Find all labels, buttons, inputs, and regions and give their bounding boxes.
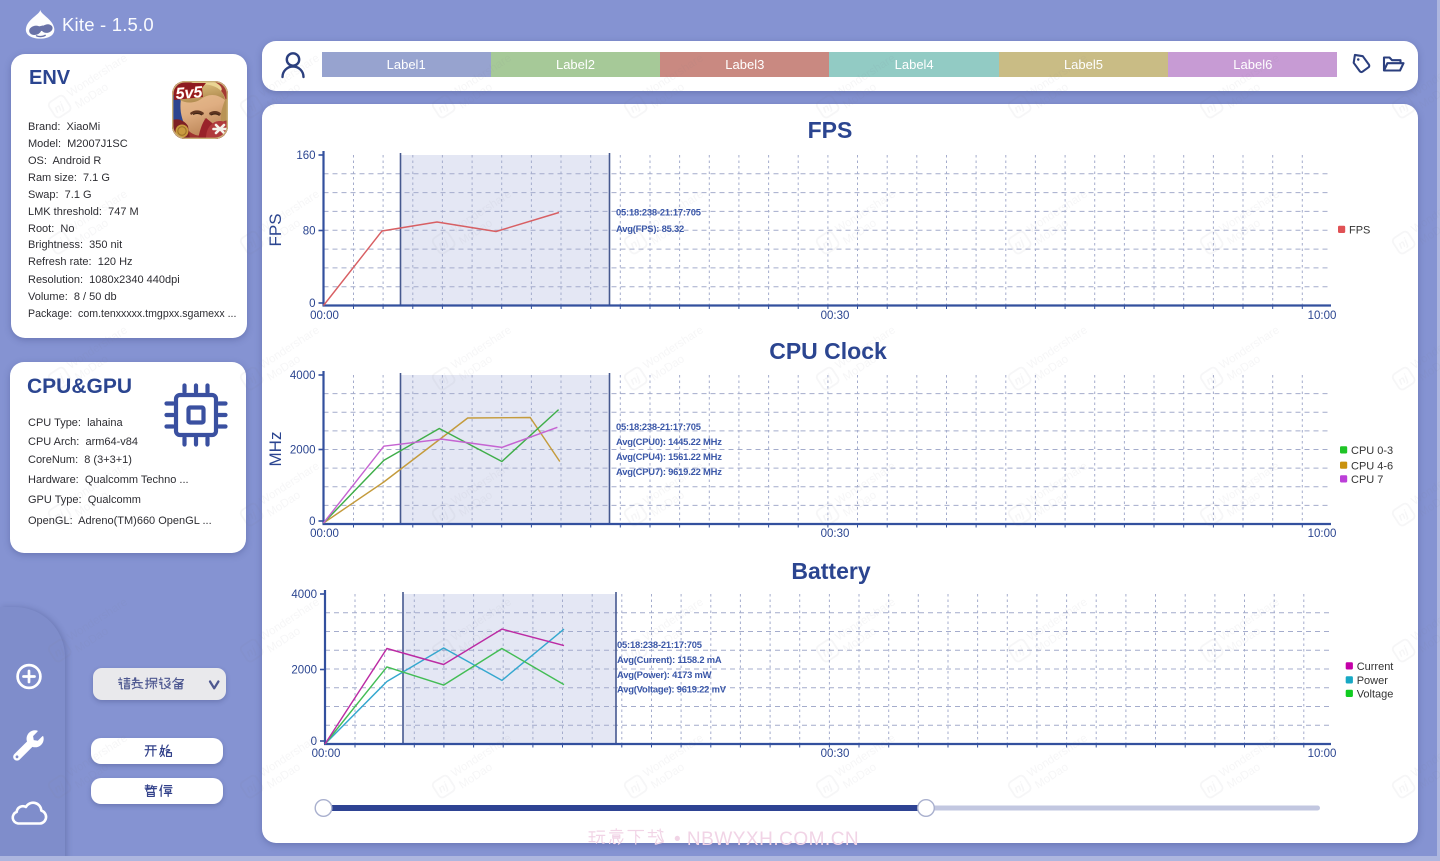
svg-text:05:18:238-21:17:705: 05:18:238-21:17:705: [616, 421, 701, 432]
svg-text:4000: 4000: [291, 589, 317, 601]
svg-text:0: 0: [309, 516, 315, 528]
svg-text:2000: 2000: [290, 445, 316, 457]
svg-text:Avg(CPU7): 9619.22 MHz: Avg(CPU7): 9619.22 MHz: [616, 466, 722, 477]
svg-text:Avg(Voltage): 9619.22 mV: Avg(Voltage): 9619.22 mV: [617, 684, 727, 695]
svg-text:FPS: FPS: [266, 213, 285, 246]
svg-text:00:00: 00:00: [312, 748, 341, 760]
svg-text:05:18:238-21:17:705: 05:18:238-21:17:705: [616, 207, 701, 218]
svg-text:0: 0: [311, 736, 317, 748]
svg-text:00:30: 00:30: [821, 528, 850, 540]
svg-text:2000: 2000: [291, 665, 317, 677]
svg-text:80: 80: [303, 226, 316, 238]
svg-text:Avg(Current): 1158.2 mA: Avg(Current): 1158.2 mA: [617, 654, 722, 665]
svg-text:5v5: 5v5: [175, 84, 204, 103]
svg-text:Current: Current: [1357, 661, 1394, 673]
svg-text:CPU 4-6: CPU 4-6: [1351, 460, 1393, 472]
svg-text:4000: 4000: [290, 370, 316, 382]
svg-text:160: 160: [296, 150, 315, 162]
svg-text:CPU 0-3: CPU 0-3: [1351, 445, 1393, 457]
svg-text:Voltage: Voltage: [1357, 689, 1394, 701]
svg-text:10:00: 10:00: [1308, 528, 1337, 540]
svg-text:0: 0: [309, 298, 315, 310]
svg-text:Avg(CPU0): 1445.22 MHz: Avg(CPU0): 1445.22 MHz: [616, 436, 722, 447]
svg-text:Avg(Power): 4173 mW: Avg(Power): 4173 mW: [617, 669, 712, 680]
svg-text:CPU 7: CPU 7: [1351, 474, 1383, 486]
svg-text:Avg(FPS): 85.32: Avg(FPS): 85.32: [616, 223, 684, 234]
svg-text:Avg(CPU4): 1561.22 MHz: Avg(CPU4): 1561.22 MHz: [616, 451, 722, 462]
svg-text:00:30: 00:30: [821, 310, 850, 322]
svg-text:05:18:238-21:17:705: 05:18:238-21:17:705: [617, 639, 702, 650]
svg-text:Power: Power: [1357, 675, 1389, 687]
svg-text:00:30: 00:30: [821, 748, 850, 760]
svg-text:10:00: 10:00: [1308, 310, 1337, 322]
svg-text:10:00: 10:00: [1308, 748, 1337, 760]
svg-text:00:00: 00:00: [310, 310, 339, 322]
svg-text:MHz: MHz: [266, 432, 285, 467]
svg-text:FPS: FPS: [1349, 225, 1370, 237]
svg-text:00:00: 00:00: [310, 528, 339, 540]
